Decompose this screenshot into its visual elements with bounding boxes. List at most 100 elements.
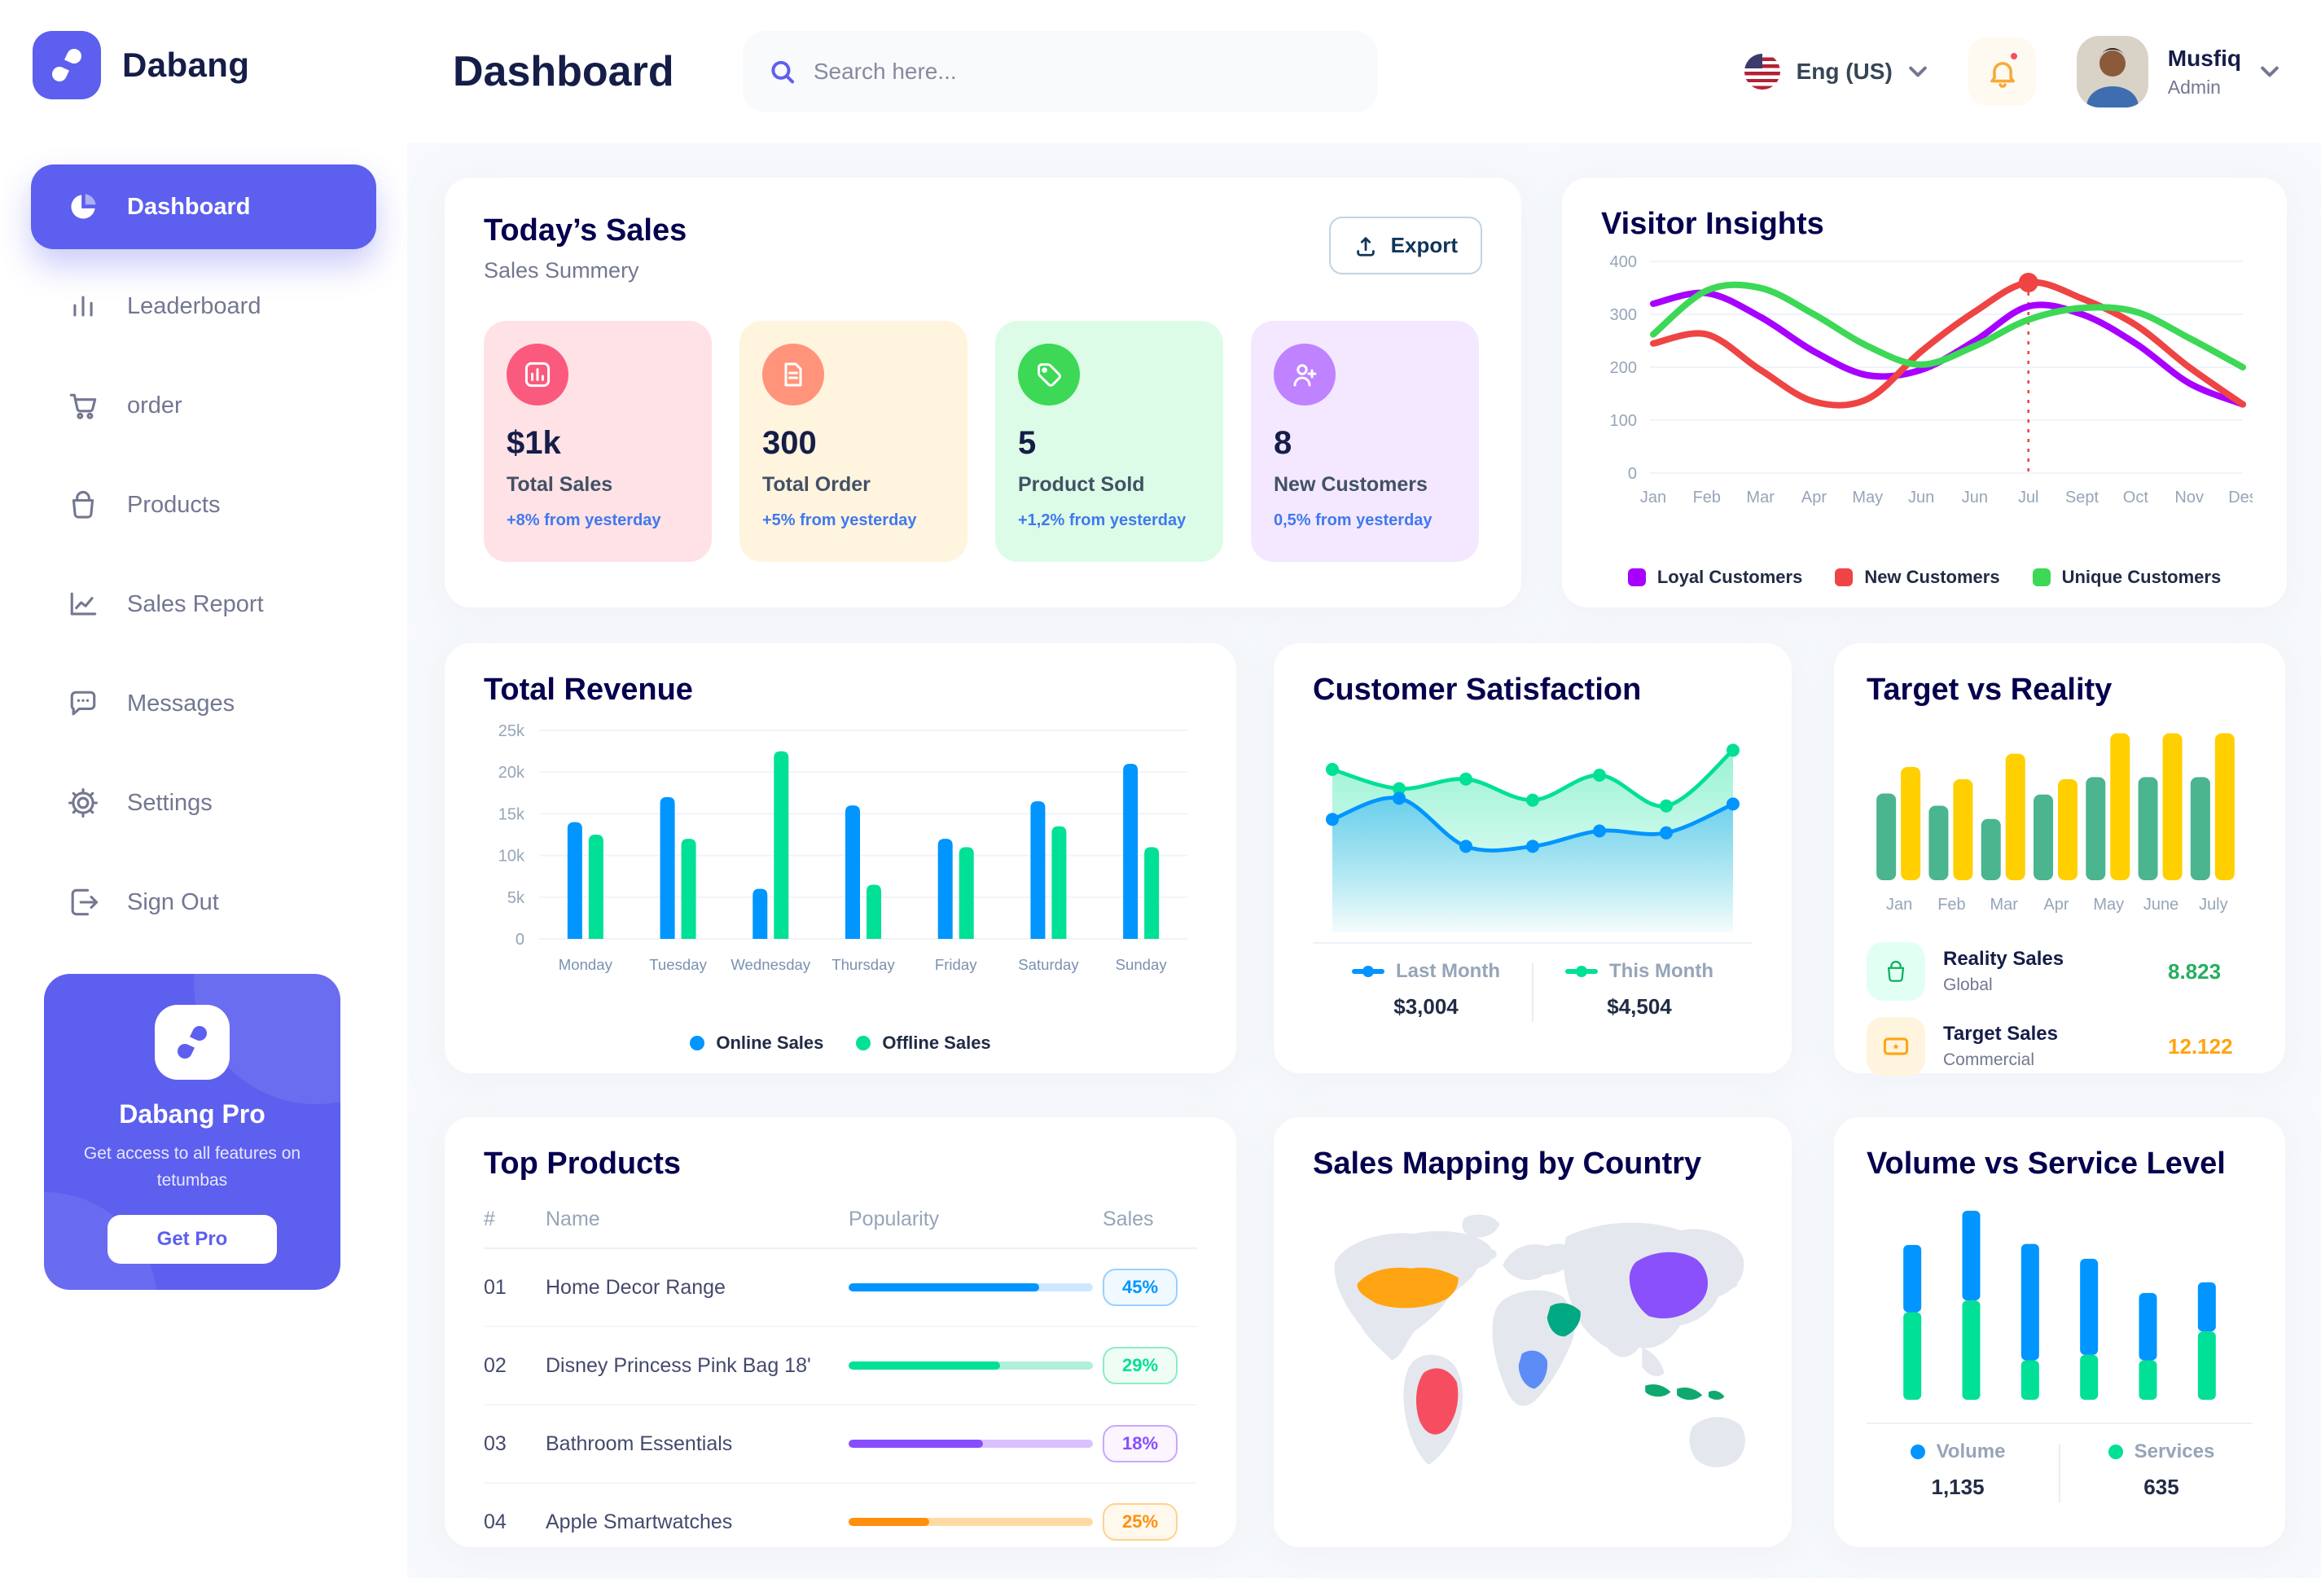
legend-sub: Global: [1943, 976, 1993, 994]
sales-badge: 18%: [1103, 1425, 1178, 1462]
sidebar-item-label: Dashboard: [127, 193, 251, 220]
user-menu[interactable]: Musfiq Admin: [2076, 36, 2279, 107]
map-brazil: [1415, 1368, 1459, 1435]
sidebar-item-leaderboard[interactable]: Leaderboard: [31, 264, 376, 349]
svg-text:Thursday: Thursday: [831, 956, 895, 973]
svg-text:Feb: Feb: [1693, 489, 1721, 506]
get-pro-button[interactable]: Get Pro: [107, 1215, 277, 1265]
popularity-bar: [849, 1361, 1093, 1370]
legend-unique: Unique Customers: [2032, 567, 2221, 588]
svg-text:20k: 20k: [498, 764, 525, 782]
ticket-icon: [1867, 1017, 1925, 1076]
svg-text:Tuesday: Tuesday: [649, 956, 707, 973]
sales-mapping-card: Sales Mapping by Country: [1274, 1117, 1792, 1547]
sidebar-item-dashboard[interactable]: Dashboard: [31, 164, 376, 249]
svg-text:Nov: Nov: [2174, 489, 2204, 506]
svg-text:300: 300: [1610, 306, 1637, 324]
legend-swatch: [2108, 1445, 2123, 1459]
top-products-card: Top Products # Name Popularity Sales 01 …: [445, 1117, 1236, 1547]
popularity-bar: [849, 1283, 1093, 1291]
table-row: 02 Disney Princess Pink Bag 18' 29%: [484, 1327, 1197, 1405]
brand-logo-icon: [33, 31, 101, 99]
stat-delta: +5% from yesterday: [762, 511, 917, 529]
chevron-down-icon: [2261, 66, 2279, 77]
stat-value: 8: [1274, 425, 1292, 461]
legend-this-month: This Month $4,504: [1543, 960, 1735, 1019]
language-selector[interactable]: Eng (US): [1744, 54, 1927, 90]
revenue-legend: Online Sales Offline Sales: [445, 1033, 1236, 1054]
table-row: 01 Home Decor Range 45%: [484, 1249, 1197, 1327]
svg-text:Jan: Jan: [1640, 489, 1666, 506]
svg-text:Monday: Monday: [559, 956, 613, 973]
search-bar[interactable]: [742, 31, 1378, 112]
legend-name: Target Sales: [1943, 1023, 2058, 1045]
sales-chart-icon: [507, 344, 568, 406]
export-label: Export: [1390, 233, 1458, 257]
stat-card-total-sales: $1k Total Sales +8% from yesterday: [484, 321, 712, 562]
legend-swatch: [856, 1036, 871, 1050]
svg-text:Des: Des: [2228, 489, 2253, 506]
sidebar-item-label: order: [127, 392, 182, 419]
sidebar-item-label: Settings: [127, 789, 213, 816]
target-sales-value: 12.122: [2168, 1033, 2233, 1059]
visitor-legend: Loyal Customers New Customers Unique Cus…: [1562, 567, 2287, 588]
svg-text:0: 0: [516, 931, 524, 949]
target-vs-reality-title: Target vs Reality: [1867, 673, 2113, 707]
stat-value: 300: [762, 425, 817, 461]
user-role: Admin: [2167, 76, 2221, 98]
svg-text:10k: 10k: [498, 848, 525, 866]
volume-service-title: Volume vs Service Level: [1867, 1147, 2226, 1181]
customer-satisfaction-chart: [1326, 743, 1740, 932]
target-sales-legend: Target Sales Commercial 12.122: [1867, 1017, 2253, 1076]
stat-label: Product Sold: [1018, 473, 1145, 496]
svg-text:100: 100: [1610, 412, 1637, 430]
brand-name: Dabang: [122, 46, 250, 84]
svg-text:Saturday: Saturday: [1018, 956, 1079, 973]
table-header: # Name Popularity Sales: [484, 1208, 1197, 1249]
legend-volume: Volume 1,135: [1867, 1440, 2049, 1500]
legend-sub: Commercial: [1943, 1050, 2035, 1069]
sidebar-item-sign-out[interactable]: Sign Out: [31, 860, 376, 945]
search-input[interactable]: [813, 59, 1352, 85]
sidebar-item-messages[interactable]: Messages: [31, 661, 376, 746]
sidebar-item-label: Products: [127, 491, 221, 518]
sales-badge: 25%: [1103, 1503, 1178, 1541]
last-month-value: $3,004: [1393, 994, 1459, 1019]
promo-subtitle: Get access to all features on tetumbas: [83, 1144, 301, 1190]
stat-label: Total Sales: [507, 473, 613, 496]
svg-text:Jan: Jan: [1886, 896, 1912, 914]
top-header: Dashboard Eng (US) Musfiq Admin: [407, 0, 2321, 143]
sales-badge: 45%: [1103, 1269, 1178, 1306]
sidebar-item-label: Leaderboard: [127, 292, 261, 319]
map-dr-congo: [1518, 1350, 1548, 1389]
bag-icon: [72, 490, 94, 519]
sidebar-item-settings[interactable]: Settings: [31, 761, 376, 845]
svg-text:0: 0: [1628, 465, 1637, 483]
divider: [1313, 942, 1753, 944]
sidebar-item-label: Messages: [127, 690, 235, 717]
legend-new: New Customers: [1835, 567, 2000, 588]
popularity-bar: [849, 1440, 1093, 1448]
chat-icon: [70, 691, 96, 716]
svg-text:May: May: [1852, 489, 1883, 506]
legend-online-sales: Online Sales: [690, 1033, 823, 1054]
export-button[interactable]: Export: [1328, 217, 1482, 274]
map-saudi-arabia: [1547, 1303, 1581, 1337]
notifications-button[interactable]: [1967, 37, 2036, 106]
customer-satisfaction-card: Customer Satisfaction Last Month $3,004 …: [1274, 643, 1792, 1073]
todays-sales-card: Today’s Sales Sales Summery Export $1k T…: [445, 178, 1521, 607]
total-revenue-chart: 0 5k 10k 15k 20k 25k Monday Tuesday Wednesday Thu…: [498, 722, 1187, 973]
sidebar-item-order[interactable]: order: [31, 363, 376, 448]
promo-card: Dabang Pro Get access to all features on…: [44, 974, 340, 1290]
todays-sales-title: Today’s Sales: [484, 213, 687, 248]
reality-sales-legend: Reality Sales Global 8.823: [1867, 942, 2253, 1001]
bar-chart-icon: [73, 296, 93, 317]
sales-mapping-title: Sales Mapping by Country: [1313, 1147, 1702, 1181]
sidebar-item-products[interactable]: Products: [31, 463, 376, 547]
svg-text:200: 200: [1610, 359, 1637, 377]
svg-text:June: June: [2143, 896, 2178, 914]
sidebar-item-label: Sales Report: [127, 590, 264, 617]
customer-satisfaction-title: Customer Satisfaction: [1313, 673, 1642, 707]
language-label: Eng (US): [1796, 59, 1893, 84]
sidebar-item-sales-report[interactable]: Sales Report: [31, 562, 376, 647]
